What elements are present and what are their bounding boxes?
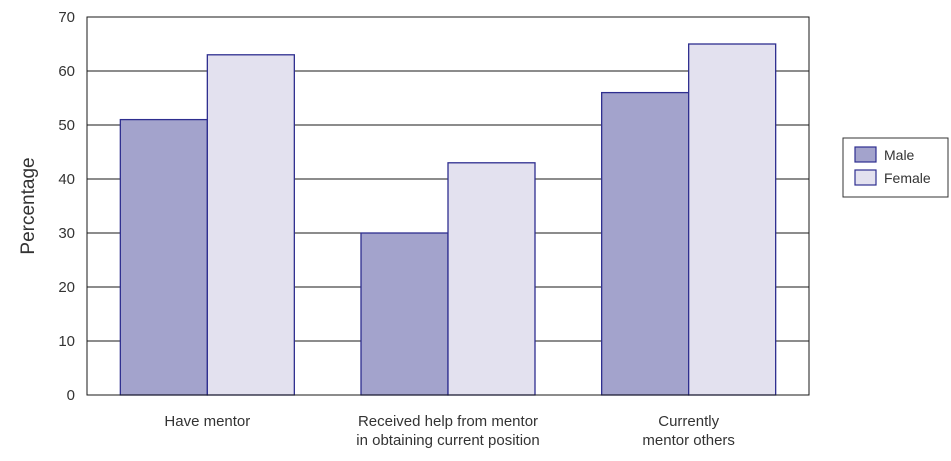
y-tick-label: 20 [58,279,75,296]
y-tick-labels: 0 10 20 30 40 50 60 70 [58,9,75,404]
bar-female [447,162,536,396]
bar-male [360,232,449,396]
x-category-label: Currently mentor others [642,413,735,449]
legend-label-male: Male [884,147,915,163]
y-tick-label: 0 [67,387,75,404]
legend-swatch-female [854,169,877,186]
x-category-label-line: Received help from mentor [358,413,538,430]
bar-male [601,91,690,396]
category-labels: Have mentor Received help from mentor in o… [164,413,735,449]
legend-label-female: Female [884,170,931,186]
y-tick-label: 40 [58,171,75,188]
x-category-label-line: in obtaining current position [356,432,539,449]
legend: Male Female [842,137,949,198]
y-tick-label: 30 [58,225,75,242]
x-category-label: Have mentor [164,413,250,430]
x-category-label-line: Currently [658,413,719,430]
y-tick-label: 60 [58,63,75,80]
bars [119,43,777,396]
legend-swatch-male [854,146,877,163]
x-category-label-line: Have mentor [164,413,250,430]
bar-male [119,118,208,396]
x-category-label-line: mentor others [642,432,735,449]
x-category-label: Received help from mentor in obtaining cu… [356,413,539,449]
y-tick-label: 70 [58,9,75,26]
plot-border [86,16,810,396]
bar-female [206,54,295,396]
y-tick-label: 10 [58,333,75,350]
y-axis-title: Percentage [18,157,39,254]
bar-female [688,43,777,396]
plot-frame [86,16,810,396]
y-tick-label: 50 [58,117,75,134]
legend-box [842,137,949,198]
